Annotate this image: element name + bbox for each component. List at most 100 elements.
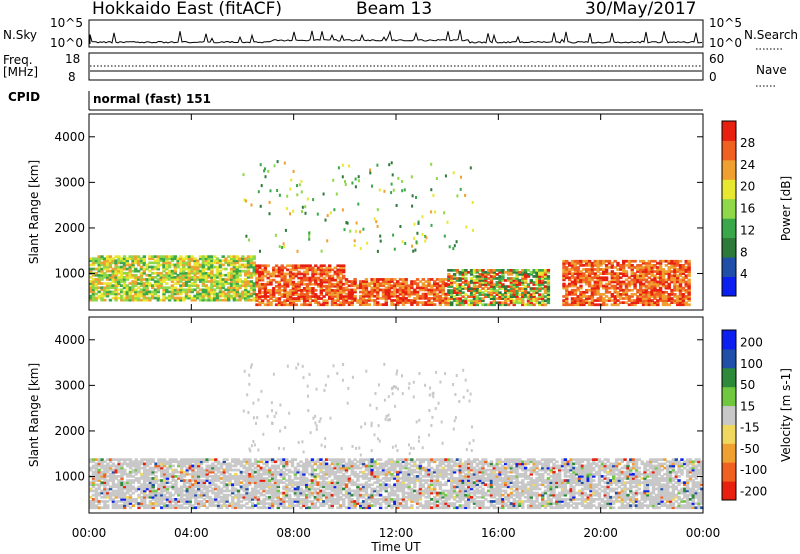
data-cell [114,466,118,470]
data-cell [438,301,442,304]
data-cell [506,291,511,294]
data-cell [622,290,626,294]
data-cell [103,290,107,294]
data-cell [294,274,298,278]
data-cell [125,284,129,287]
data-cell [647,272,651,275]
data-cell [194,498,198,501]
data-cell [245,481,249,484]
data-cell [627,282,632,286]
data-cell [450,277,454,280]
data-cell [619,280,623,284]
data-cell [244,257,248,261]
data-cell [120,269,124,273]
data-cell [123,462,127,466]
data-cell [387,294,391,298]
data-cell [387,297,391,300]
data-cell [156,282,160,285]
data-cell [302,297,307,300]
data-cell [176,265,180,269]
data-cell [613,286,617,290]
data-cell [128,294,132,298]
data-cell [156,286,160,290]
data-cell [590,288,595,292]
data-cell [168,460,172,464]
data-cell [204,276,208,279]
data-cell [596,274,600,278]
data-cell [219,506,224,510]
data-cell [256,472,261,476]
data-cell [418,294,423,298]
data-cell [435,282,440,285]
data-cell [661,293,666,296]
data-cell [288,274,293,278]
data-cell [180,489,184,493]
data-cell [171,506,175,510]
data-cell [641,270,646,273]
data-cell [641,282,646,286]
data-cell [304,211,307,215]
data-cell [286,272,290,276]
data-cell [215,282,220,285]
data-cell [673,270,677,273]
data-cell [128,487,133,491]
data-cell [393,292,397,296]
data-cell [255,297,259,300]
data-cell [582,272,586,275]
data-cell [475,269,479,272]
data-cell [262,479,266,482]
data-cell [193,265,197,269]
data-cell [179,290,183,294]
data-cell [193,259,197,263]
data-cell [123,491,127,495]
data-cell [316,460,320,464]
data-cell [305,502,309,505]
data-cell [270,502,275,505]
data-cell [641,278,646,282]
data-cell [297,264,301,268]
data-cell [492,283,496,286]
data-cell [678,282,683,286]
data-cell [103,267,107,271]
data-cell [265,506,269,510]
data-cell [151,498,155,501]
data-cell [111,290,115,294]
data-cell [504,287,508,290]
data-cell [122,282,127,285]
data-cell [201,259,206,263]
data-cell [450,279,454,282]
data-cell [248,238,251,242]
data-cell [353,475,357,478]
data-cell [367,284,371,288]
data-cell [308,266,312,270]
data-cell [100,267,104,271]
data-cell [636,266,640,269]
data-cell [196,290,200,294]
data-cell [232,259,237,263]
data-cell [162,472,167,476]
data-cell [210,259,214,263]
data-cell [277,293,282,296]
freq-panel-frame [88,52,704,81]
data-cell [333,284,337,288]
data-cell [97,500,101,503]
data-cell [650,301,654,304]
data-cell [302,274,307,278]
data-cell [504,299,508,303]
data-cell [239,470,244,474]
data-cell [599,272,603,275]
data-cell [140,491,144,495]
data-cell [361,284,366,288]
data-cell [162,296,166,300]
data-cell [441,297,445,300]
data-cell [286,291,290,294]
data-cell [111,458,116,461]
data-cell [216,504,221,507]
data-cell [171,458,175,461]
data-cell [249,294,254,298]
data-cell [305,468,309,472]
data-cell [435,286,440,290]
data-cell [376,208,379,212]
data-cell [573,282,578,286]
data-cell [167,271,172,275]
